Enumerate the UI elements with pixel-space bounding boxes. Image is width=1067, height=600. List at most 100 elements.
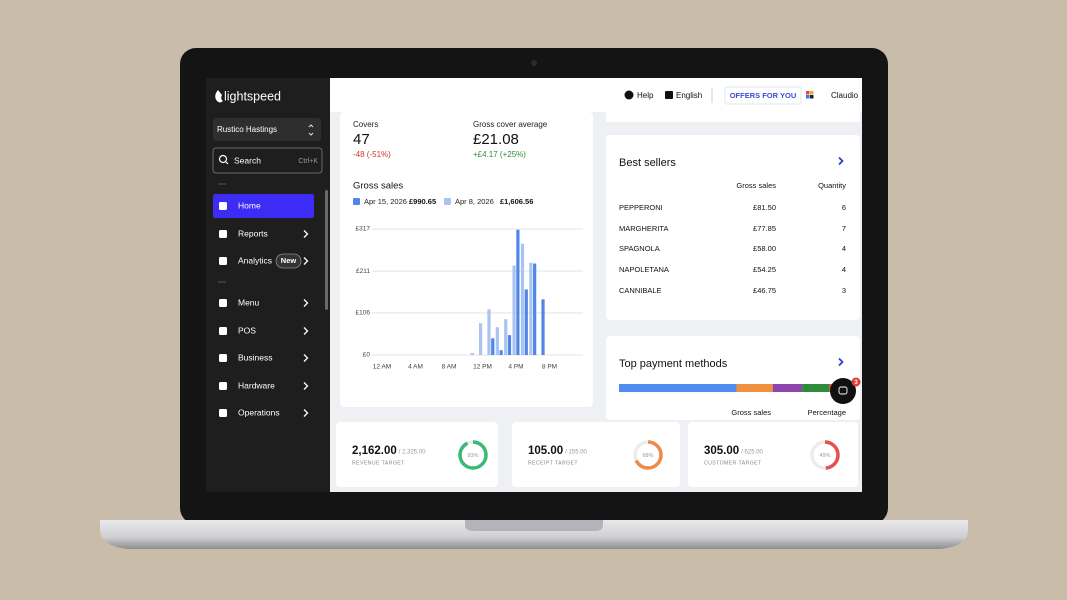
- metric-label: Covers: [353, 120, 378, 129]
- product-name: CANNIBALE: [619, 286, 662, 295]
- metric-change: -48 (-51%): [353, 150, 391, 159]
- chat-button[interactable]: [830, 378, 856, 404]
- product-quantity: 4: [842, 265, 846, 274]
- target-goal: / 2,325.00: [399, 450, 426, 456]
- new-badge: [275, 253, 302, 269]
- user-name[interactable]: Claudio: [831, 91, 859, 100]
- bar: [479, 323, 483, 355]
- bar: [487, 309, 491, 355]
- bar: [499, 350, 503, 355]
- nav-item[interactable]: Home: [238, 200, 261, 210]
- x-tick-label: 4 PM: [508, 364, 523, 371]
- product-name: MARGHERITA: [619, 224, 668, 233]
- bar: [529, 262, 533, 355]
- target-percent: 49%: [819, 453, 830, 459]
- help-icon: [624, 90, 634, 100]
- chart-title: Gross sales: [353, 181, 403, 192]
- bar: [541, 299, 545, 355]
- y-tick-label: £317: [356, 226, 371, 233]
- search-shortcut: Ctrl+K: [298, 158, 318, 165]
- language-select[interactable]: English: [676, 91, 702, 100]
- x-tick-label: 8 PM: [542, 364, 557, 371]
- product-quantity: 7: [842, 224, 846, 233]
- language-icon: [665, 91, 673, 99]
- target-percent: 93%: [467, 453, 478, 459]
- x-tick-label: 4 AM: [408, 364, 423, 371]
- column-header: Quantity: [818, 181, 846, 190]
- chevron-icon: [303, 299, 309, 307]
- product-name: SPAGNOLA: [619, 244, 660, 253]
- payment-share-segment: [772, 384, 803, 392]
- product-quantity: 6: [842, 203, 846, 212]
- nav-icon: [219, 257, 227, 265]
- target-value: 105.00: [528, 445, 563, 457]
- chevron-icon: [303, 354, 309, 362]
- nav-item[interactable]: Business: [238, 352, 273, 362]
- nav-icon: [219, 382, 227, 390]
- select-arrows: [308, 124, 314, 136]
- nav-item[interactable]: Analytics: [238, 255, 272, 265]
- legend-total: £1,606.56: [500, 197, 533, 206]
- product-sales: £77.85: [753, 224, 776, 233]
- bar: [495, 327, 499, 355]
- target-card[interactable]: [688, 422, 858, 487]
- help-link[interactable]: Help: [637, 91, 654, 100]
- nav-item[interactable]: Hardware: [238, 380, 275, 390]
- brand-name: lightspeed: [224, 89, 281, 103]
- product-quantity: 3: [842, 286, 846, 295]
- target-label: CUSTOMER TARGET: [704, 460, 762, 466]
- search-box[interactable]: [212, 147, 323, 174]
- metric-value: £21.08: [473, 131, 519, 148]
- apps-icon: [806, 95, 810, 99]
- new-badge-text: New: [281, 256, 297, 265]
- target-card[interactable]: [512, 422, 680, 487]
- payment-share-segment: [619, 384, 737, 392]
- legend-total: £990.65: [409, 197, 436, 206]
- location-select[interactable]: [213, 118, 321, 141]
- nav-item[interactable]: POS: [238, 325, 256, 335]
- search-icon: [225, 161, 229, 165]
- nav-item[interactable]: Operations: [238, 407, 280, 417]
- product-sales: £58.00: [753, 244, 776, 253]
- chevron-icon: [838, 156, 844, 166]
- laptop-notch: [465, 520, 603, 531]
- bar: [470, 353, 474, 355]
- target-card[interactable]: [336, 422, 498, 487]
- laptop-base: [100, 520, 968, 549]
- product-name: PEPPERONI: [619, 203, 663, 212]
- chevron-icon: [303, 257, 309, 265]
- bar: [491, 338, 495, 355]
- product-sales: £46.75: [753, 286, 776, 295]
- nav-active-bg[interactable]: [213, 194, 314, 218]
- nav-icon: [219, 409, 227, 417]
- nav-icon: [219, 354, 227, 362]
- target-value: 2,162.00: [352, 445, 397, 457]
- chevron-icon: [303, 327, 309, 335]
- apps-icon: [810, 95, 814, 99]
- search-icon: [218, 154, 228, 164]
- offers-text: OFFERS FOR YOU: [730, 91, 797, 100]
- y-tick-label: £106: [356, 310, 371, 317]
- chat-badge-count: 3: [854, 380, 858, 386]
- product-sales: £81.50: [753, 203, 776, 212]
- nav-item[interactable]: Reports: [238, 228, 268, 238]
- chevron-icon: [838, 357, 844, 367]
- target-percent: 68%: [642, 453, 653, 459]
- card-title: Best sellers: [619, 157, 676, 169]
- column-header: Percentage: [808, 408, 846, 417]
- card-title: Top payment methods: [619, 358, 728, 370]
- search-placeholder: Search: [234, 155, 261, 165]
- nav-item[interactable]: Menu: [238, 297, 260, 307]
- metric-label: Gross cover average: [473, 120, 548, 129]
- target-ring: [810, 440, 840, 470]
- offers-button[interactable]: [724, 86, 802, 105]
- bar: [533, 263, 537, 355]
- bar: [516, 229, 520, 355]
- nav-icon: [219, 230, 227, 238]
- target-goal: / 625.00: [741, 450, 763, 456]
- apps-icon: [810, 91, 814, 95]
- bar: [504, 319, 508, 355]
- chat-icon: [838, 386, 848, 395]
